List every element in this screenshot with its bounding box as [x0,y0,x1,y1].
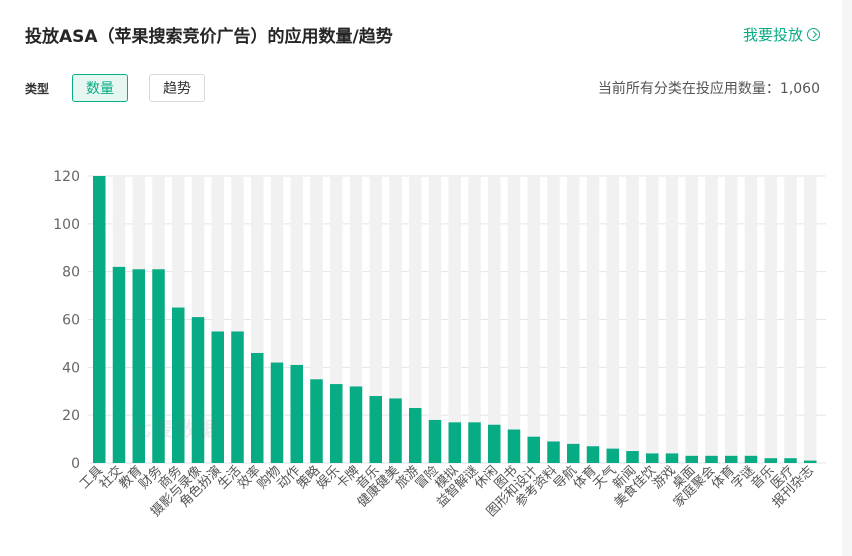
bar-track [409,176,422,463]
bar [744,455,758,463]
bar-track [527,176,540,463]
bar [547,441,560,463]
bar-track [725,176,738,463]
bar [448,422,461,463]
tab-trend[interactable]: 趋势 [149,74,205,102]
y-tick-label: 100 [53,217,80,233]
bar [93,176,106,463]
bar [606,448,619,463]
watermark: 七麦数据 [132,417,220,441]
y-tick-label: 20 [62,408,80,424]
type-label: 类型 [25,82,50,96]
total-count: 当前所有分类在投应用数量：1,060 [598,78,820,98]
bar [231,331,244,463]
bar-track [705,176,718,463]
bar [349,386,363,463]
bar-track [606,176,619,463]
bar [270,362,284,463]
bar [705,455,718,463]
bar-track [626,176,639,463]
bar [310,379,323,463]
bar [369,396,382,463]
bar-track [685,176,698,463]
bar [330,384,343,463]
total-count-label: 当前所有分类在投应用数量： [597,81,780,97]
bar-track [428,176,442,463]
bar [112,266,126,463]
bar [586,446,600,463]
bar-chart: 020406080100120工具社交教育财务商务摄影与录像角色扮演生活效率购物… [53,169,826,520]
y-tick-label: 60 [62,313,80,329]
bar [567,443,580,463]
apply-ad-link[interactable]: 我要投放 [743,24,820,45]
bar [428,419,442,463]
bar [685,455,698,463]
bar [646,453,659,463]
bar [172,307,185,463]
bar-track [547,176,560,463]
bar [725,455,738,463]
bar-track [646,176,659,463]
bar-track [804,176,817,463]
bar-track [665,176,679,463]
bar [389,398,402,463]
bar-track [468,176,481,463]
bar-track [744,176,758,463]
bar [764,458,777,463]
bar [488,424,501,463]
bar-track [586,176,600,463]
bar [527,436,540,463]
bar-track [764,176,777,463]
bar-track [448,176,461,463]
bar [191,317,205,463]
bar [290,364,303,463]
bar [251,352,264,463]
bar-track [567,176,580,463]
bar-track [369,176,382,463]
y-tick-label: 80 [62,265,80,281]
bar [665,453,679,463]
bar [626,451,639,463]
bar [409,407,422,463]
bar-track [784,176,797,463]
y-tick-label: 40 [62,360,80,376]
bar [152,269,165,463]
page-title: 投放ASA（苹果搜索竞价广告）的应用数量/趋势 [25,27,393,47]
bar [132,269,145,463]
y-tick-label: 120 [53,169,80,185]
y-tick-label: 0 [71,456,80,472]
bar [507,429,521,463]
apply-ad-label[interactable]: 我要投放 [742,26,803,44]
bar [804,460,817,463]
total-count-value: 1,060 [779,81,820,97]
bar-track [488,176,501,463]
tab-count[interactable]: 数量 [72,74,128,102]
bar-track [507,176,521,463]
chevron-right-circle-icon [807,28,820,41]
bar-track [389,176,402,463]
bar [468,422,481,463]
bar [784,458,797,463]
bar [211,331,224,463]
